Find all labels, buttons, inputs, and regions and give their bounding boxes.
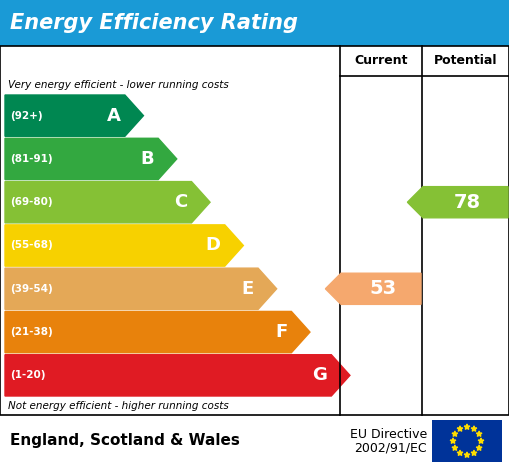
Polygon shape [407,187,508,218]
Polygon shape [452,431,458,437]
Polygon shape [464,452,470,458]
Text: C: C [174,193,187,211]
Text: Not energy efficient - higher running costs: Not energy efficient - higher running co… [8,401,229,411]
Text: 78: 78 [454,193,480,212]
Polygon shape [5,182,210,223]
Polygon shape [478,438,484,444]
Text: F: F [275,323,288,341]
Text: (21-38): (21-38) [10,327,53,337]
Text: D: D [206,236,221,255]
Polygon shape [5,138,177,180]
Text: (69-80): (69-80) [10,197,52,207]
Polygon shape [457,450,463,455]
Polygon shape [452,445,458,451]
Text: (1-20): (1-20) [10,370,45,380]
Bar [0,0,509,46]
Bar [432,420,502,462]
Text: England, Scotland & Wales: England, Scotland & Wales [10,433,240,448]
Bar [0,415,509,467]
Polygon shape [476,431,482,437]
Text: Potential: Potential [434,55,497,68]
Polygon shape [5,95,144,136]
Polygon shape [471,450,477,455]
Polygon shape [450,438,456,444]
Text: Energy Efficiency Rating: Energy Efficiency Rating [10,13,298,33]
Text: G: G [313,366,327,384]
Polygon shape [457,426,463,432]
Polygon shape [325,273,421,304]
Text: Current: Current [354,55,408,68]
Text: (39-54): (39-54) [10,284,53,294]
Bar [0,46,509,415]
Text: 53: 53 [369,279,396,298]
Text: EU Directive: EU Directive [350,427,427,440]
Text: (55-68): (55-68) [10,241,53,250]
Polygon shape [5,311,310,353]
Polygon shape [5,355,350,396]
Text: Very energy efficient - lower running costs: Very energy efficient - lower running co… [8,80,229,90]
Text: B: B [140,150,154,168]
Text: (92+): (92+) [10,111,43,120]
Text: (81-91): (81-91) [10,154,52,164]
Polygon shape [5,268,277,310]
Text: E: E [242,280,254,298]
Polygon shape [476,445,482,451]
Polygon shape [471,426,477,432]
Polygon shape [5,225,243,266]
Text: A: A [107,106,121,125]
Polygon shape [464,424,470,430]
Text: 2002/91/EC: 2002/91/EC [354,441,427,454]
